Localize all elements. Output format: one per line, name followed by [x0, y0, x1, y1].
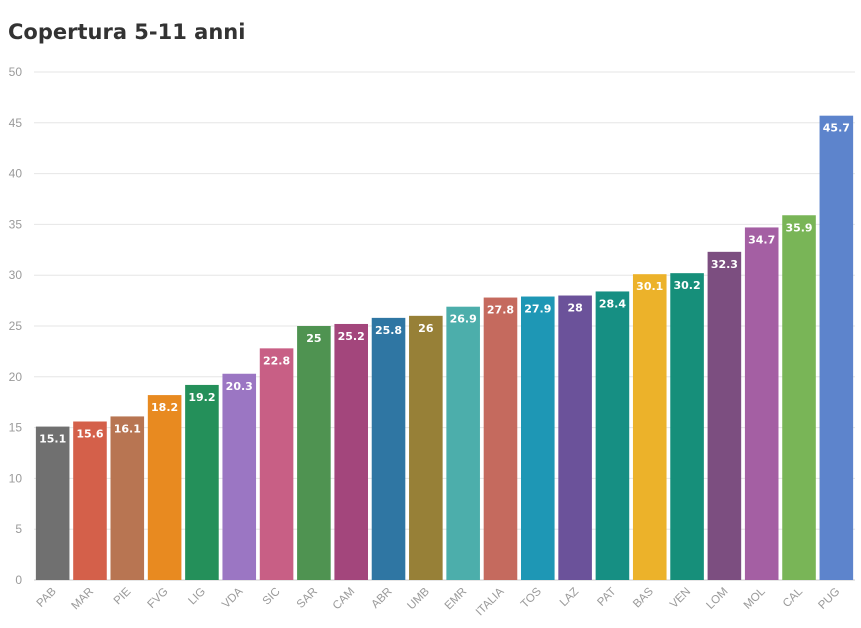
- data-label: 25.2: [338, 330, 365, 343]
- data-label: 35.9: [785, 221, 812, 234]
- data-label: 28.4: [599, 297, 626, 310]
- bar-cal: [782, 215, 816, 581]
- bar-sic: [259, 348, 294, 580]
- x-tick-label: ITALIA: [474, 585, 507, 618]
- data-label: 28: [567, 302, 582, 315]
- data-label: 22.8: [263, 354, 290, 367]
- x-tick-label: SAR: [295, 586, 320, 611]
- data-label: 15.6: [76, 428, 103, 441]
- bar-laz: [558, 295, 592, 580]
- data-label: 18.2: [151, 401, 178, 414]
- x-tick-label: LOM: [704, 586, 730, 612]
- bar-sar: [297, 326, 331, 580]
- bar-mar: [73, 421, 107, 580]
- data-label: 26.9: [450, 313, 477, 326]
- data-label: 25.8: [375, 324, 402, 337]
- bar-lom: [707, 251, 742, 580]
- x-tick-label: ABR: [369, 586, 394, 611]
- bar-emr: [446, 306, 480, 580]
- x-tick-label: TOS: [519, 585, 544, 610]
- x-tick-label: PAT: [595, 586, 618, 609]
- x-tick-label: UMB: [405, 585, 432, 612]
- bar-pug: [819, 115, 854, 581]
- bar-abr: [371, 317, 406, 580]
- data-label: 32.3: [711, 258, 738, 271]
- x-tick-label: EMR: [443, 586, 470, 613]
- y-tick-label: 5: [15, 522, 22, 536]
- x-tick-label: PAB: [35, 585, 59, 609]
- bar-mol: [744, 227, 779, 580]
- data-label: 34.7: [748, 233, 775, 246]
- y-tick-label: 45: [9, 116, 23, 130]
- data-label: 30.2: [673, 279, 700, 292]
- bar-tos: [521, 296, 555, 580]
- x-tick-label: VDA: [220, 585, 245, 610]
- x-tick-label: PIE: [112, 585, 134, 607]
- data-label: 15.1: [39, 433, 66, 446]
- x-tick-label: CAM: [331, 586, 358, 613]
- x-tick-label: CAL: [781, 585, 806, 610]
- x-tick-label: PUG: [816, 586, 842, 612]
- y-tick-label: 40: [9, 167, 23, 181]
- y-tick-label: 50: [9, 65, 23, 79]
- x-tick-label: BAS: [631, 585, 656, 610]
- bar-pat: [595, 291, 630, 580]
- data-label: 27.8: [487, 304, 514, 317]
- x-tick-label: MAR: [70, 586, 97, 613]
- y-tick-label: 35: [9, 217, 23, 231]
- data-label: 30.1: [636, 280, 663, 293]
- bar-pie: [110, 416, 145, 580]
- y-tick-label: 10: [9, 471, 23, 485]
- data-label: 25: [306, 332, 321, 345]
- bar-cam: [334, 323, 368, 580]
- x-tick-label: LIG: [186, 586, 208, 608]
- y-tick-label: 25: [9, 319, 23, 333]
- y-tick-label: 0: [15, 573, 22, 587]
- chart-title: Copertura 5-11 anni: [8, 20, 246, 44]
- bar-ven: [670, 273, 704, 580]
- x-tick-label: MOL: [742, 585, 769, 612]
- bar-italia: [483, 297, 518, 580]
- bar-fvg: [147, 395, 182, 580]
- data-label: 16.1: [114, 422, 141, 435]
- data-label: 27.9: [524, 303, 551, 316]
- bar-umb: [409, 315, 443, 580]
- bar-lig: [185, 384, 219, 580]
- y-tick-label: 30: [9, 268, 23, 282]
- x-tick-label: SIC: [261, 586, 283, 608]
- data-label: 20.3: [226, 380, 253, 393]
- bar-pab: [35, 426, 70, 580]
- bar-bas: [632, 274, 667, 580]
- y-tick-label: 20: [9, 370, 23, 384]
- bar-vda: [222, 373, 257, 580]
- data-label: 19.2: [188, 391, 215, 404]
- x-tick-label: LAZ: [558, 586, 581, 609]
- y-tick-label: 15: [9, 421, 23, 435]
- x-tick-label: VEN: [668, 586, 693, 611]
- data-label: 26: [418, 322, 434, 335]
- x-tick-label: FVG: [146, 586, 171, 611]
- data-label: 45.7: [823, 122, 850, 135]
